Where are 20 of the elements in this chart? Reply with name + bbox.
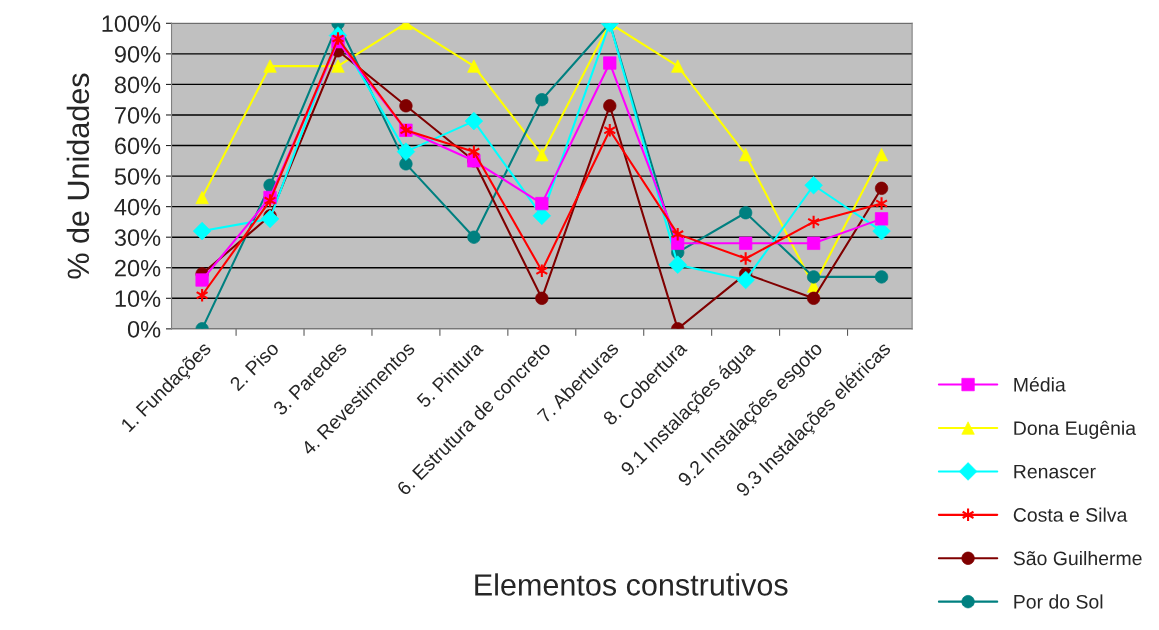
y-tick-label: 30% [114,229,161,246]
y-tick-label: 40% [114,198,161,216]
x-axis-title: Elementos construtivos [475,573,788,596]
y-tick-label: 80% [114,76,161,94]
x-tick-label: 2. Piso [228,340,280,392]
y-tick-label: 60% [115,137,161,155]
y-tick-label: 70% [115,107,161,124]
y-tick-label: 90% [114,45,161,63]
y-tick-label: 100% [102,15,161,33]
legend-label: Costa e Silva [1013,507,1128,522]
legend-label: Renascer [1014,464,1096,479]
y-axis-title: % de Unidades [66,73,90,279]
y-tick-label: 10% [115,290,161,308]
y-tick-label: 20% [115,259,161,277]
legend-label: Média [1014,377,1066,392]
legend-label: Dona Eugênia [1014,420,1137,439]
legend-label: São Guilherme [1013,550,1142,566]
y-tick-label: 0% [127,320,161,338]
y-tick-label: 50% [114,168,161,185]
legend-label: Por do Sol [1014,594,1103,609]
